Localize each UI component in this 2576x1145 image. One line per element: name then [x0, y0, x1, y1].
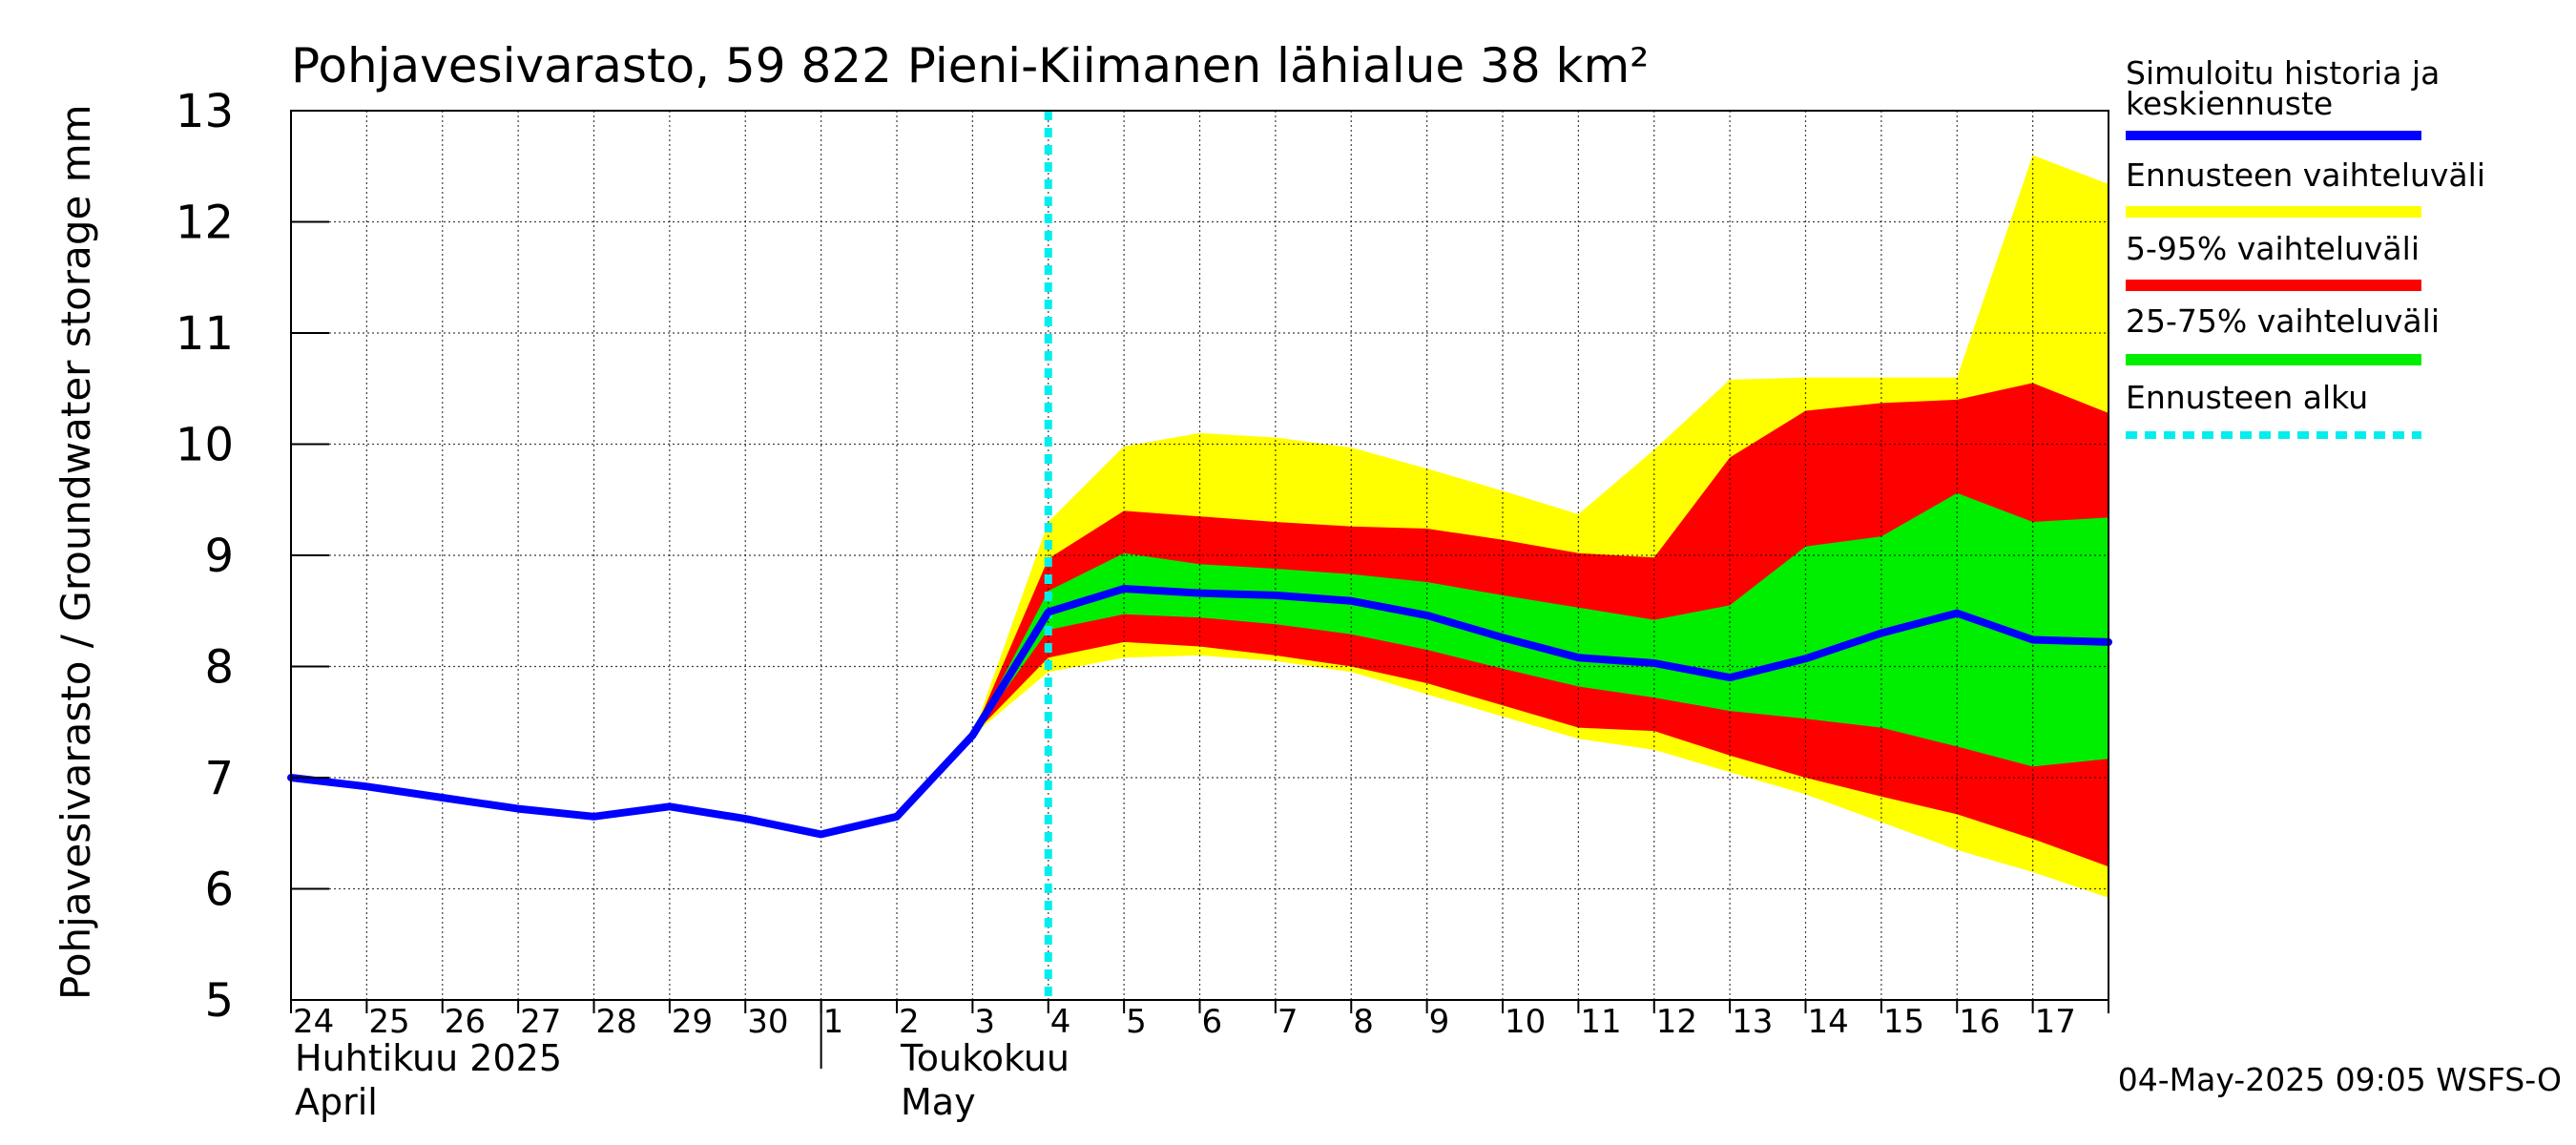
legend-entry: 25-75% vaihteluväli	[2126, 302, 2440, 365]
timestamp: 04-May-2025 09:05 WSFS-O	[2118, 1061, 2562, 1098]
x-tick-label: 30	[747, 1003, 788, 1041]
y-axis-label: Pohjavesivarasto / Groundwater storage m…	[52, 104, 99, 1000]
x-tick-label: 14	[1808, 1003, 1849, 1041]
x-tick-label: 28	[596, 1003, 637, 1041]
legend-label: 5-95% vaihteluväli	[2126, 230, 2420, 267]
x-tick-label: 11	[1580, 1003, 1621, 1041]
history-median-line	[287, 585, 2112, 839]
legend-label: Ennusteen vaihteluväli	[2126, 156, 2485, 194]
y-tick-label: 12	[176, 197, 234, 250]
history-line-layer	[287, 585, 2112, 839]
forecast-bands	[972, 155, 2109, 898]
month-label-en: April	[295, 1081, 378, 1123]
x-tick-label: 17	[2035, 1003, 2076, 1041]
y-tick-label: 6	[204, 864, 234, 917]
y-tick-label: 9	[204, 530, 234, 583]
x-tick-label: 8	[1353, 1003, 1374, 1041]
x-tick-label: 3	[974, 1003, 995, 1041]
month-label-en: May	[901, 1081, 976, 1123]
legend-label: Ennusteen alku	[2126, 379, 2368, 416]
legend-label: Simuloitu historia ja	[2126, 54, 2440, 92]
x-tick-label: 13	[1732, 1003, 1773, 1041]
legend-label: keskiennuste	[2126, 85, 2333, 122]
month-label-fi: Toukokuu	[900, 1037, 1070, 1079]
x-tick-label: 6	[1202, 1003, 1223, 1041]
x-tick-label: 12	[1656, 1003, 1697, 1041]
x-axis: 24 25 26 27 28 29 30 1 2 3 4 5 6 7 8 9 10 11 12 13 14 15 16 17H…	[290, 1000, 2109, 1123]
x-tick-label: 2	[899, 1003, 920, 1041]
x-tick-label: 9	[1429, 1003, 1450, 1041]
x-tick-label: 10	[1505, 1003, 1546, 1041]
x-tick-label: 4	[1050, 1003, 1071, 1041]
y-tick-label: 5	[204, 974, 234, 1028]
x-tick-label: 7	[1278, 1003, 1298, 1041]
y-axis: 5 6 7 8 9 10 11 12 13	[176, 85, 329, 1028]
x-tick-label: 26	[445, 1003, 486, 1041]
x-tick-label: 16	[1959, 1003, 2000, 1041]
legend-entry: Ennusteen alku	[2126, 379, 2421, 439]
x-tick-label: 5	[1126, 1003, 1147, 1041]
x-tick-label: 29	[672, 1003, 713, 1041]
y-tick-label: 10	[176, 419, 234, 472]
band-25-75	[972, 492, 2109, 767]
y-tick-label: 13	[176, 85, 234, 138]
x-tick-label: 24	[293, 1003, 334, 1041]
x-tick-label: 15	[1883, 1003, 1924, 1041]
month-label-fi: Huhtikuu 2025	[295, 1037, 562, 1079]
x-tick-label: 1	[823, 1003, 844, 1041]
legend-entry: Ennusteen vaihteluväli	[2126, 156, 2485, 218]
y-tick-label: 11	[176, 307, 234, 361]
x-tick-label: 27	[520, 1003, 561, 1041]
x-tick-label: 25	[368, 1003, 409, 1041]
y-tick-label: 7	[204, 752, 234, 805]
y-tick-label: 8	[204, 641, 234, 695]
legend-label: 25-75% vaihteluväli	[2126, 302, 2440, 340]
chart-title: Pohjavesivarasto, 59 822 Pieni-Kiimanen …	[291, 38, 1649, 94]
legend-entry: 5-95% vaihteluväli	[2126, 230, 2421, 291]
